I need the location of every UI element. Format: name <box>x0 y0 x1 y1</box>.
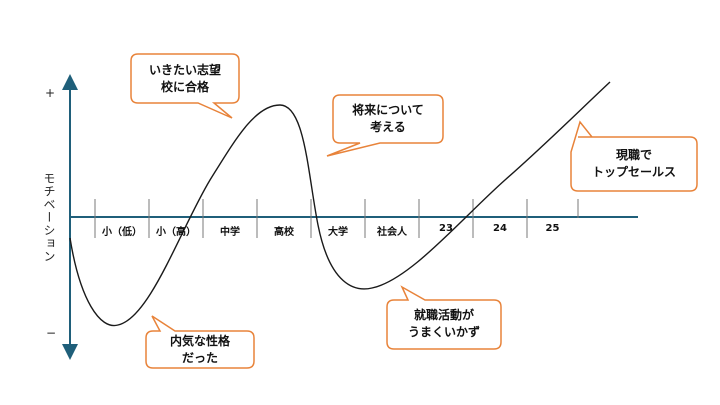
segment-label: 高校 <box>274 227 294 238</box>
callout-jobhunt-line-2: うまくいかず <box>407 325 480 339</box>
callout-sales-line-1: 現職で <box>615 148 652 162</box>
callout-goal-bubble <box>130 53 240 119</box>
callout-future-text: 将来について 考える <box>333 102 443 136</box>
motivation-curve <box>69 81 611 327</box>
segment-label: 小（高） <box>156 227 196 238</box>
callout-sales-line-2: トップセールス <box>591 165 676 179</box>
segment-label: 23 <box>439 223 453 234</box>
segment-label: 社会人 <box>377 227 407 238</box>
y-axis-label: モチベーション <box>42 172 56 263</box>
callout-goal-text: いきたい志望 校に合格 <box>131 62 239 96</box>
callout-introvert-text: 内気な性格 だった <box>146 333 254 367</box>
segment-label: 大学 <box>328 227 348 238</box>
segment-ticks <box>94 199 579 238</box>
callout-sales-text: 現職で トップセールス <box>571 147 697 181</box>
segment-label: 25 <box>545 223 560 234</box>
callout-future-line-1: 将来について <box>352 103 424 117</box>
callout-introvert-bubble <box>145 315 255 369</box>
callout-introvert-line-2: だった <box>181 351 218 365</box>
callout-goal-line-2: 校に合格 <box>160 80 209 94</box>
callout-jobhunt-line-1: 就職活動が <box>413 308 474 322</box>
segment-label: 中学 <box>220 227 240 238</box>
callout-introvert-line-1: 内気な性格 <box>169 334 230 348</box>
axis-plus-label: + <box>45 86 56 100</box>
callout-future-bubble <box>326 94 444 157</box>
callout-goal-line-1: いきたい志望 <box>148 63 221 77</box>
segment-label: 24 <box>493 223 507 234</box>
axis-minus-label: − <box>46 326 57 340</box>
callout-jobhunt-text: 就職活動が うまくいかず <box>387 307 501 341</box>
segment-label: 小（低） <box>102 227 142 238</box>
callout-sales-bubble <box>570 120 698 192</box>
callout-future-line-2: 考える <box>370 120 406 134</box>
callout-jobhunt-bubble <box>386 285 502 350</box>
